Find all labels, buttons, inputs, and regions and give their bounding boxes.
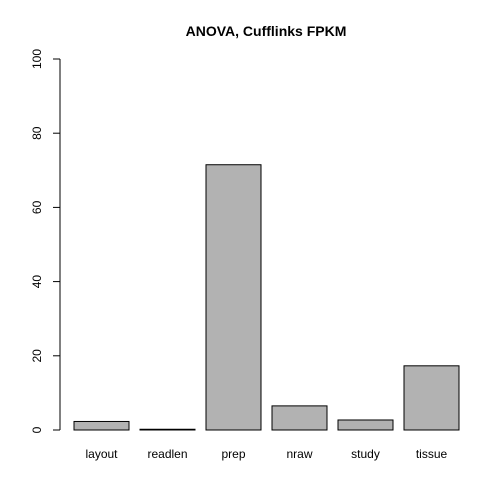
bar-prep [205,164,262,431]
x-tick-label: nraw [286,447,312,461]
bar-readlen [139,428,196,431]
x-tick-label: prep [221,447,245,461]
y-tick-label: 40 [30,275,44,289]
y-tick-label: 0 [30,426,44,433]
x-tick-label: layout [85,447,118,461]
bar-tissue [403,365,460,431]
bar-study [337,419,394,431]
chart-title: ANOVA, Cufflinks FPKM [186,23,347,39]
y-tick-label: 100 [30,49,44,69]
x-tick-label: study [351,447,380,461]
x-tick-label: readlen [147,447,187,461]
y-tick-label: 60 [30,200,44,214]
bar-nraw [271,405,328,431]
bar-layout [73,420,130,431]
y-tick-label: 80 [30,126,44,140]
x-tick-label: tissue [416,447,448,461]
bars [73,164,460,431]
x-axis-labels: layout readlen prep nraw study tissue [85,447,447,461]
y-tick-label: 20 [30,349,44,363]
y-axis: 0 20 40 60 80 100 [30,49,61,433]
